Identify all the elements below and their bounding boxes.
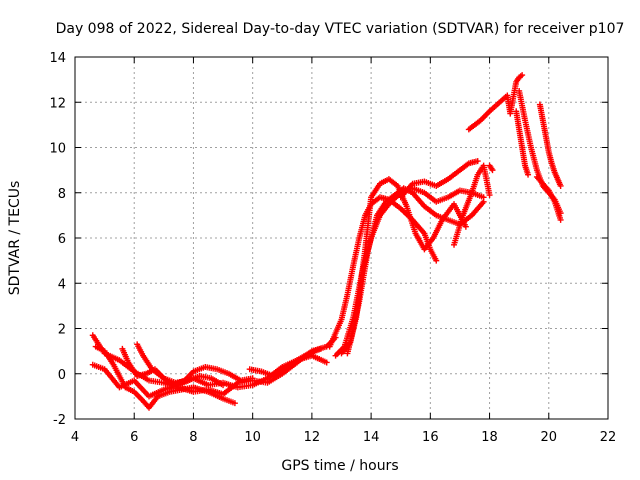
series-track-13 <box>465 72 526 133</box>
series-track-5 <box>134 341 227 389</box>
y-tick-label: 6 <box>58 232 66 247</box>
x-axis-label: GPS time / hours <box>281 458 398 474</box>
data-point <box>557 182 564 189</box>
data-point <box>317 345 324 352</box>
series-track-10 <box>344 176 469 357</box>
x-tick-label: 16 <box>422 430 439 445</box>
y-tick-label: 4 <box>58 277 66 292</box>
series-track-18 <box>533 173 564 223</box>
data-point <box>433 257 440 264</box>
x-tick-label: 4 <box>71 430 79 445</box>
x-tick-label: 18 <box>481 430 498 445</box>
chart-title: Day 098 of 2022, Sidereal Day-to-day VTE… <box>56 21 625 37</box>
y-tick-label: 0 <box>58 368 66 383</box>
x-tick-label: 12 <box>304 430 321 445</box>
grid <box>75 57 608 419</box>
x-tick-label: 20 <box>541 430 558 445</box>
data-point <box>480 198 487 205</box>
series-track-7 <box>326 194 440 350</box>
x-tick-label: 14 <box>363 430 380 445</box>
y-tick-labels: -2 0 2 4 6 8 10 12 14 <box>49 51 66 428</box>
data-point <box>249 375 256 382</box>
series-track-15 <box>513 108 532 178</box>
series-track-14 <box>486 162 496 174</box>
data-point <box>486 192 493 199</box>
data-point <box>462 223 469 230</box>
series-track-3 <box>92 343 238 411</box>
y-tick-label: 14 <box>49 51 66 66</box>
y-tick-label: -2 <box>53 413 66 428</box>
y-tick-label: 12 <box>49 96 66 111</box>
x-tick-label: 8 <box>189 430 197 445</box>
x-tick-labels: 4 6 8 10 12 14 16 18 20 22 <box>71 430 616 445</box>
data-point <box>519 72 526 79</box>
data-marks <box>89 72 564 411</box>
series-track-6 <box>246 345 324 380</box>
series-track-12 <box>451 162 493 248</box>
x-tick-label: 22 <box>600 430 617 445</box>
data-point <box>557 216 564 223</box>
y-tick-label: 2 <box>58 323 66 338</box>
data-point <box>231 400 238 407</box>
data-point <box>323 359 330 366</box>
y-axis-label: SDTVAR / TECUs <box>7 181 23 296</box>
series-track-11 <box>397 158 481 201</box>
axis-ticks <box>74 56 609 420</box>
data-point <box>489 167 496 174</box>
y-tick-label: 8 <box>58 187 66 202</box>
data-point <box>220 382 227 389</box>
y-tick-label: 10 <box>49 142 66 157</box>
data-point <box>474 158 481 165</box>
x-tick-label: 6 <box>130 430 138 445</box>
data-point <box>525 171 532 178</box>
x-tick-label: 10 <box>244 430 261 445</box>
series-track-17 <box>536 101 564 189</box>
